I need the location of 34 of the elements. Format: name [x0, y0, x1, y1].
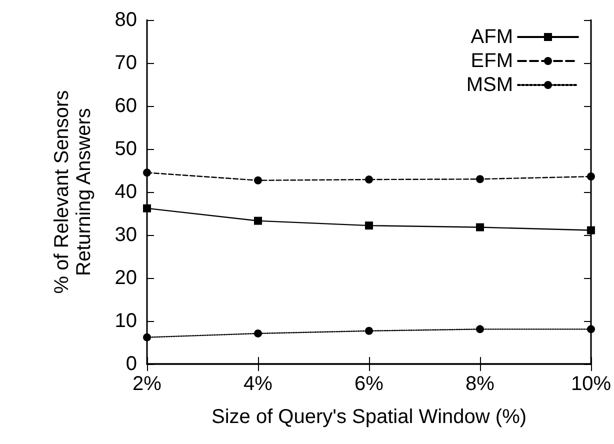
y-tick-label: 40: [114, 181, 137, 203]
y-tick-label: 50: [114, 138, 137, 160]
legend-label: MSM: [466, 74, 513, 96]
point: [476, 325, 484, 334]
y-tick-label: 70: [114, 52, 137, 74]
legend-label: AFM: [470, 26, 513, 48]
point: [365, 176, 373, 184]
point: [476, 223, 484, 232]
x-tick-label: 2%: [132, 373, 162, 395]
x-tick-label: 6%: [354, 373, 384, 395]
point: [254, 329, 262, 338]
point: [364, 222, 373, 230]
y-tick-label: 60: [114, 95, 137, 117]
point: [476, 175, 484, 184]
point: [143, 333, 151, 342]
legend-label: EFM: [470, 50, 513, 72]
point: [143, 204, 151, 212]
point: [586, 226, 595, 234]
y-tick-label: 80: [114, 9, 137, 31]
y-tick-label: 20: [114, 267, 137, 289]
x-tick-label: 4%: [244, 373, 273, 395]
x-tick-label: 10%: [570, 373, 612, 395]
point: [254, 216, 262, 225]
y-tick-label: 0: [126, 353, 137, 375]
point: [365, 326, 373, 335]
x-tick-label: 8%: [466, 373, 495, 395]
y-tick-label: 10: [114, 310, 137, 332]
point: [254, 176, 262, 184]
x-axis-title: Size of Query's Spatial Window (%): [211, 406, 527, 428]
point: [586, 172, 595, 181]
y-axis-title: % of Relevant Sensors Returning Answers: [51, 90, 95, 294]
point: [143, 168, 151, 177]
y-tick-label: 30: [114, 224, 137, 246]
point: [586, 325, 595, 334]
